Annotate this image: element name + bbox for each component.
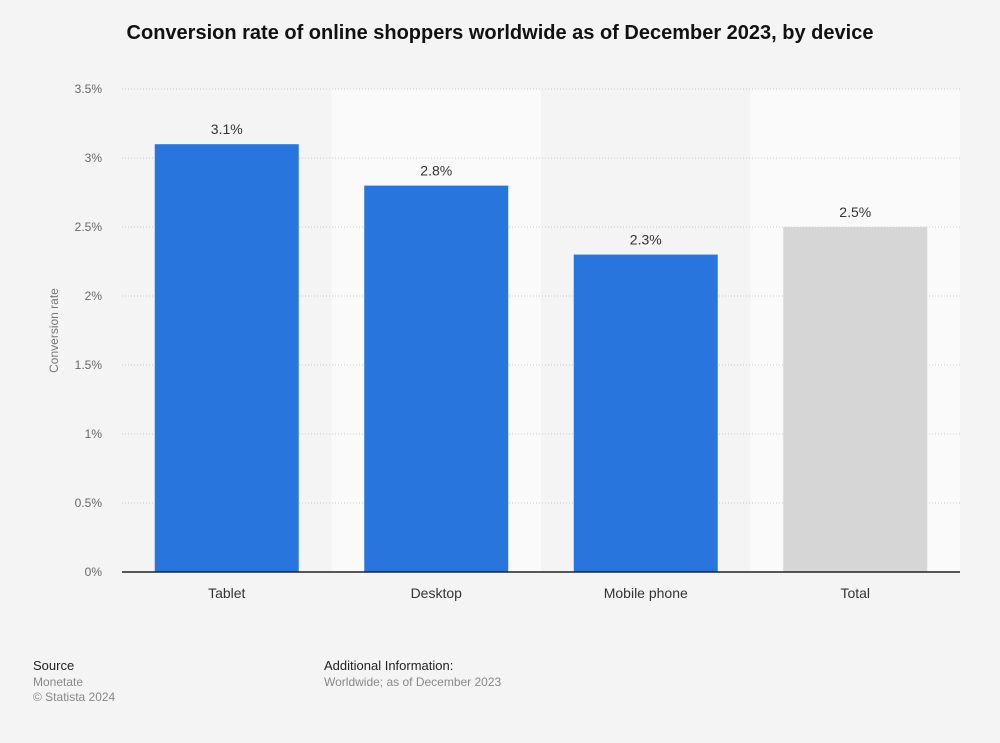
data-label: 2.5%	[839, 204, 871, 220]
bar-desktop	[364, 185, 509, 572]
chart-title: Conversion rate of online shoppers world…	[126, 22, 874, 44]
copyright[interactable]: © Statista 2024	[33, 690, 116, 704]
source-name[interactable]: Monetate	[33, 675, 84, 689]
bar-tablet	[154, 144, 299, 572]
y-axis-title: Conversion rate	[47, 288, 61, 373]
source-heading: Source	[33, 658, 75, 673]
source-block: Source Monetate © Statista 2024	[33, 658, 115, 705]
data-label: 2.3%	[630, 232, 662, 248]
additional-info-block: Additional Information: Worldwide; as of…	[324, 658, 501, 690]
y-tick-label: 0.5%	[75, 496, 103, 510]
x-tick-label: Tablet	[208, 585, 245, 601]
y-tick-label: 3.5%	[75, 82, 103, 96]
y-tick-label: 2.5%	[75, 220, 103, 234]
y-tick-label: 0%	[85, 565, 103, 579]
additional-info-heading: Additional Information:	[324, 658, 454, 673]
bar-total	[783, 227, 928, 572]
additional-info-text: Worldwide; as of December 2023	[324, 675, 502, 689]
y-tick-label: 1%	[85, 427, 103, 441]
bar-mobile-phone	[573, 254, 718, 572]
x-tick-label: Desktop	[411, 585, 463, 601]
y-tick-label: 1.5%	[75, 358, 103, 372]
y-tick-label: 2%	[85, 289, 103, 303]
data-label: 2.8%	[420, 163, 452, 179]
data-label: 3.1%	[211, 121, 243, 137]
x-tick-label: Mobile phone	[604, 585, 688, 601]
y-tick-label: 3%	[85, 151, 103, 165]
x-tick-label: Total	[840, 585, 870, 601]
